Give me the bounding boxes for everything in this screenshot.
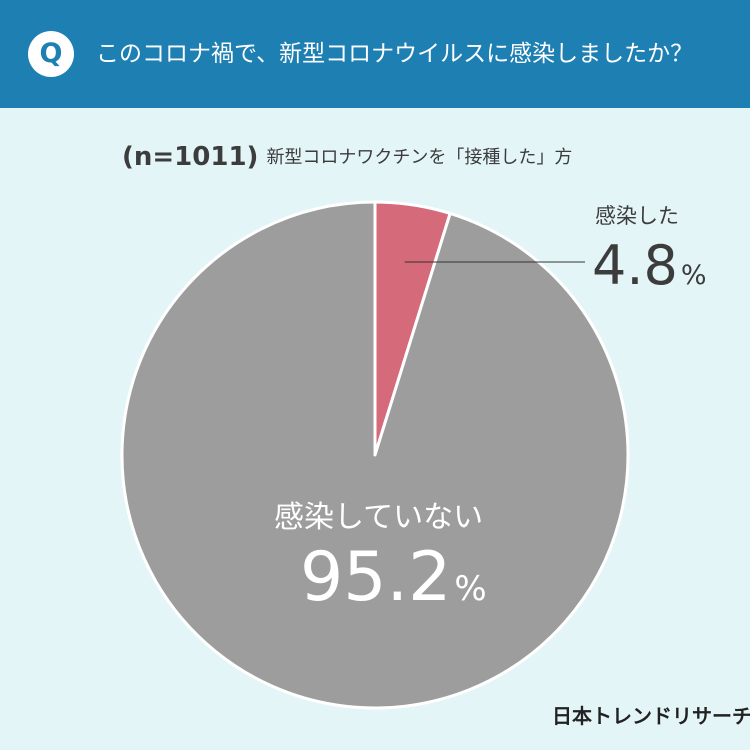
sample-description: 新型コロナワクチンを「接種した」方 (266, 147, 573, 168)
q-badge-icon: Q (28, 31, 74, 77)
sample-size: (n=1011) (122, 142, 259, 172)
brand-logo: 日本トレンドリサーチ (552, 704, 750, 728)
infected-label: 感染した (595, 204, 679, 228)
not-infected-value-number: 95.2 (300, 538, 452, 617)
sample-info: (n=1011) 新型コロナワクチンを「接種した」方 (122, 140, 572, 175)
question-text: このコロナ禍で、新型コロナウイルスに感染しましたか？ (96, 41, 694, 67)
question-header: Q このコロナ禍で、新型コロナウイルスに感染しましたか？ (0, 0, 750, 108)
not-infected-value: 95.2% (300, 538, 487, 629)
infected-value-number: 4.8 (592, 234, 678, 297)
infected-value: 4.8% (592, 234, 707, 308)
infected-value-unit: % (680, 260, 707, 291)
pie-slice-not-infected (120, 200, 630, 710)
not-infected-value-unit: % (454, 569, 487, 609)
not-infected-label: 感染していない (274, 500, 484, 535)
